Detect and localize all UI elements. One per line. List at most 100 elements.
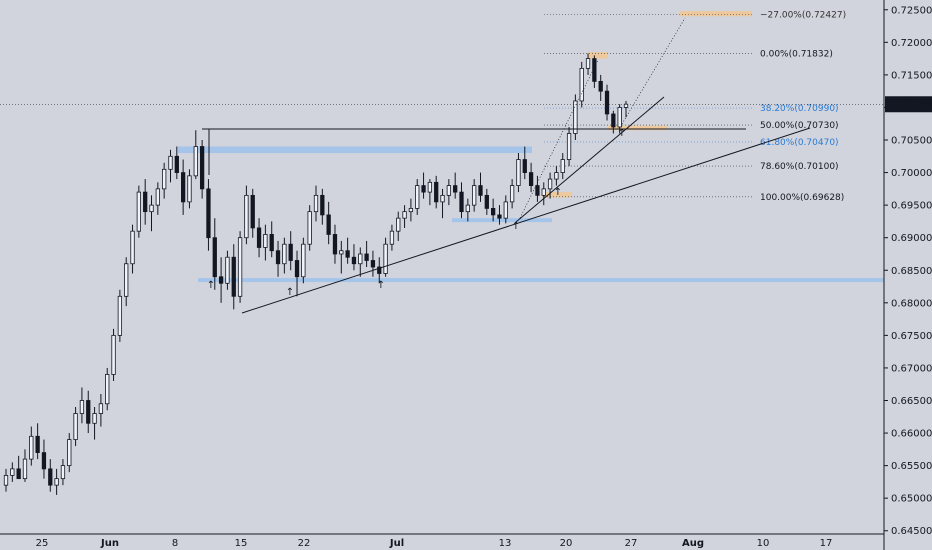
candle[interactable]	[67, 439, 72, 467]
candle[interactable]	[389, 230, 395, 245]
candle[interactable]	[98, 403, 104, 414]
candle[interactable]	[162, 168, 167, 190]
candlesticks[interactable]	[3, 53, 629, 495]
candle[interactable]	[313, 194, 319, 213]
candle[interactable]	[528, 172, 534, 186]
candle[interactable]	[440, 194, 445, 203]
candle[interactable]	[396, 217, 401, 232]
candle[interactable]	[225, 256, 230, 284]
candle[interactable]	[617, 107, 622, 128]
candle[interactable]	[54, 478, 59, 486]
candle[interactable]	[187, 175, 192, 203]
candle[interactable]	[35, 435, 40, 453]
candle[interactable]	[547, 178, 553, 190]
candle[interactable]	[301, 243, 306, 278]
candle[interactable]	[181, 172, 186, 203]
candle[interactable]	[623, 103, 629, 108]
candle[interactable]	[560, 159, 565, 173]
candle[interactable]	[275, 250, 281, 265]
candle[interactable]	[136, 191, 141, 232]
candle[interactable]	[484, 194, 489, 209]
candle[interactable]	[10, 468, 15, 476]
candle[interactable]	[472, 185, 477, 206]
candle[interactable]	[585, 58, 591, 69]
candle[interactable]	[111, 334, 116, 375]
candle[interactable]	[611, 113, 616, 128]
candle[interactable]	[358, 253, 363, 265]
candle[interactable]	[453, 185, 458, 193]
candle[interactable]	[149, 204, 154, 213]
candle[interactable]	[29, 435, 34, 460]
candle[interactable]	[256, 227, 262, 248]
candle[interactable]	[377, 266, 382, 274]
candle[interactable]	[174, 155, 179, 173]
candle[interactable]	[491, 207, 496, 216]
candle[interactable]	[503, 201, 508, 219]
candle[interactable]	[41, 452, 47, 470]
candle[interactable]	[535, 185, 540, 196]
candle[interactable]	[193, 146, 198, 177]
candle[interactable]	[332, 234, 338, 255]
candle[interactable]	[465, 204, 470, 213]
candle[interactable]	[522, 159, 527, 173]
candle[interactable]	[402, 211, 407, 219]
candle[interactable]	[48, 468, 53, 486]
candle[interactable]	[497, 214, 502, 219]
candle[interactable]	[415, 185, 420, 209]
candle[interactable]	[22, 458, 28, 480]
candle[interactable]	[446, 185, 451, 196]
candle[interactable]	[294, 260, 300, 278]
candle[interactable]	[427, 181, 433, 193]
candle[interactable]	[130, 230, 135, 265]
candle[interactable]	[86, 400, 91, 424]
candle[interactable]	[269, 234, 274, 252]
candle[interactable]	[168, 155, 173, 170]
candle[interactable]	[326, 214, 331, 235]
candle[interactable]	[16, 468, 21, 480]
candle[interactable]	[105, 374, 110, 405]
candle[interactable]	[351, 256, 357, 265]
candle[interactable]	[3, 474, 9, 486]
candle[interactable]	[434, 181, 439, 203]
candle[interactable]	[320, 194, 325, 216]
candle[interactable]	[199, 146, 205, 190]
candle[interactable]	[478, 185, 483, 196]
candle[interactable]	[383, 243, 388, 274]
candle[interactable]	[459, 191, 464, 213]
candle[interactable]	[124, 263, 129, 297]
candle[interactable]	[579, 67, 584, 102]
candle[interactable]	[592, 58, 597, 82]
candle[interactable]	[282, 243, 287, 265]
candle[interactable]	[345, 250, 350, 258]
candle[interactable]	[244, 194, 249, 239]
candle[interactable]	[554, 172, 559, 180]
candle[interactable]	[250, 194, 255, 229]
candle[interactable]	[155, 188, 160, 206]
candle[interactable]	[370, 260, 376, 268]
candle[interactable]	[212, 237, 217, 278]
candle[interactable]	[79, 400, 85, 414]
candle[interactable]	[421, 185, 426, 193]
candle[interactable]	[218, 276, 224, 284]
candle[interactable]	[509, 185, 515, 203]
candle[interactable]	[307, 211, 312, 245]
candle[interactable]	[364, 253, 369, 261]
candle[interactable]	[339, 250, 344, 255]
candle[interactable]	[237, 237, 243, 297]
candle[interactable]	[541, 188, 546, 196]
candle[interactable]	[206, 188, 211, 239]
candle[interactable]	[143, 191, 148, 213]
candle[interactable]	[598, 81, 603, 92]
candle[interactable]	[288, 243, 293, 261]
candle[interactable]	[92, 413, 97, 424]
candle[interactable]	[408, 207, 414, 213]
candle[interactable]	[573, 100, 578, 134]
candle[interactable]	[604, 90, 610, 115]
candle[interactable]	[117, 295, 123, 336]
candle[interactable]	[60, 465, 66, 480]
candle[interactable]	[263, 234, 268, 248]
candle[interactable]	[231, 256, 236, 297]
candle[interactable]	[516, 159, 521, 186]
candle[interactable]	[73, 413, 78, 440]
